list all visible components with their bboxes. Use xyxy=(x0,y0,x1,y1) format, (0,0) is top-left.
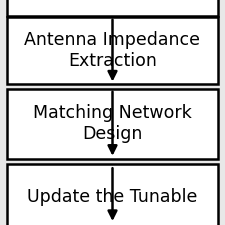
Text: Antenna Impedance
Extraction: Antenna Impedance Extraction xyxy=(25,31,200,70)
FancyBboxPatch shape xyxy=(7,164,218,225)
FancyBboxPatch shape xyxy=(7,0,218,16)
Text: Update the Tunable: Update the Tunable xyxy=(27,188,198,206)
Text: Matching Network
Design: Matching Network Design xyxy=(33,104,192,143)
FancyBboxPatch shape xyxy=(7,89,218,159)
FancyBboxPatch shape xyxy=(7,17,218,84)
